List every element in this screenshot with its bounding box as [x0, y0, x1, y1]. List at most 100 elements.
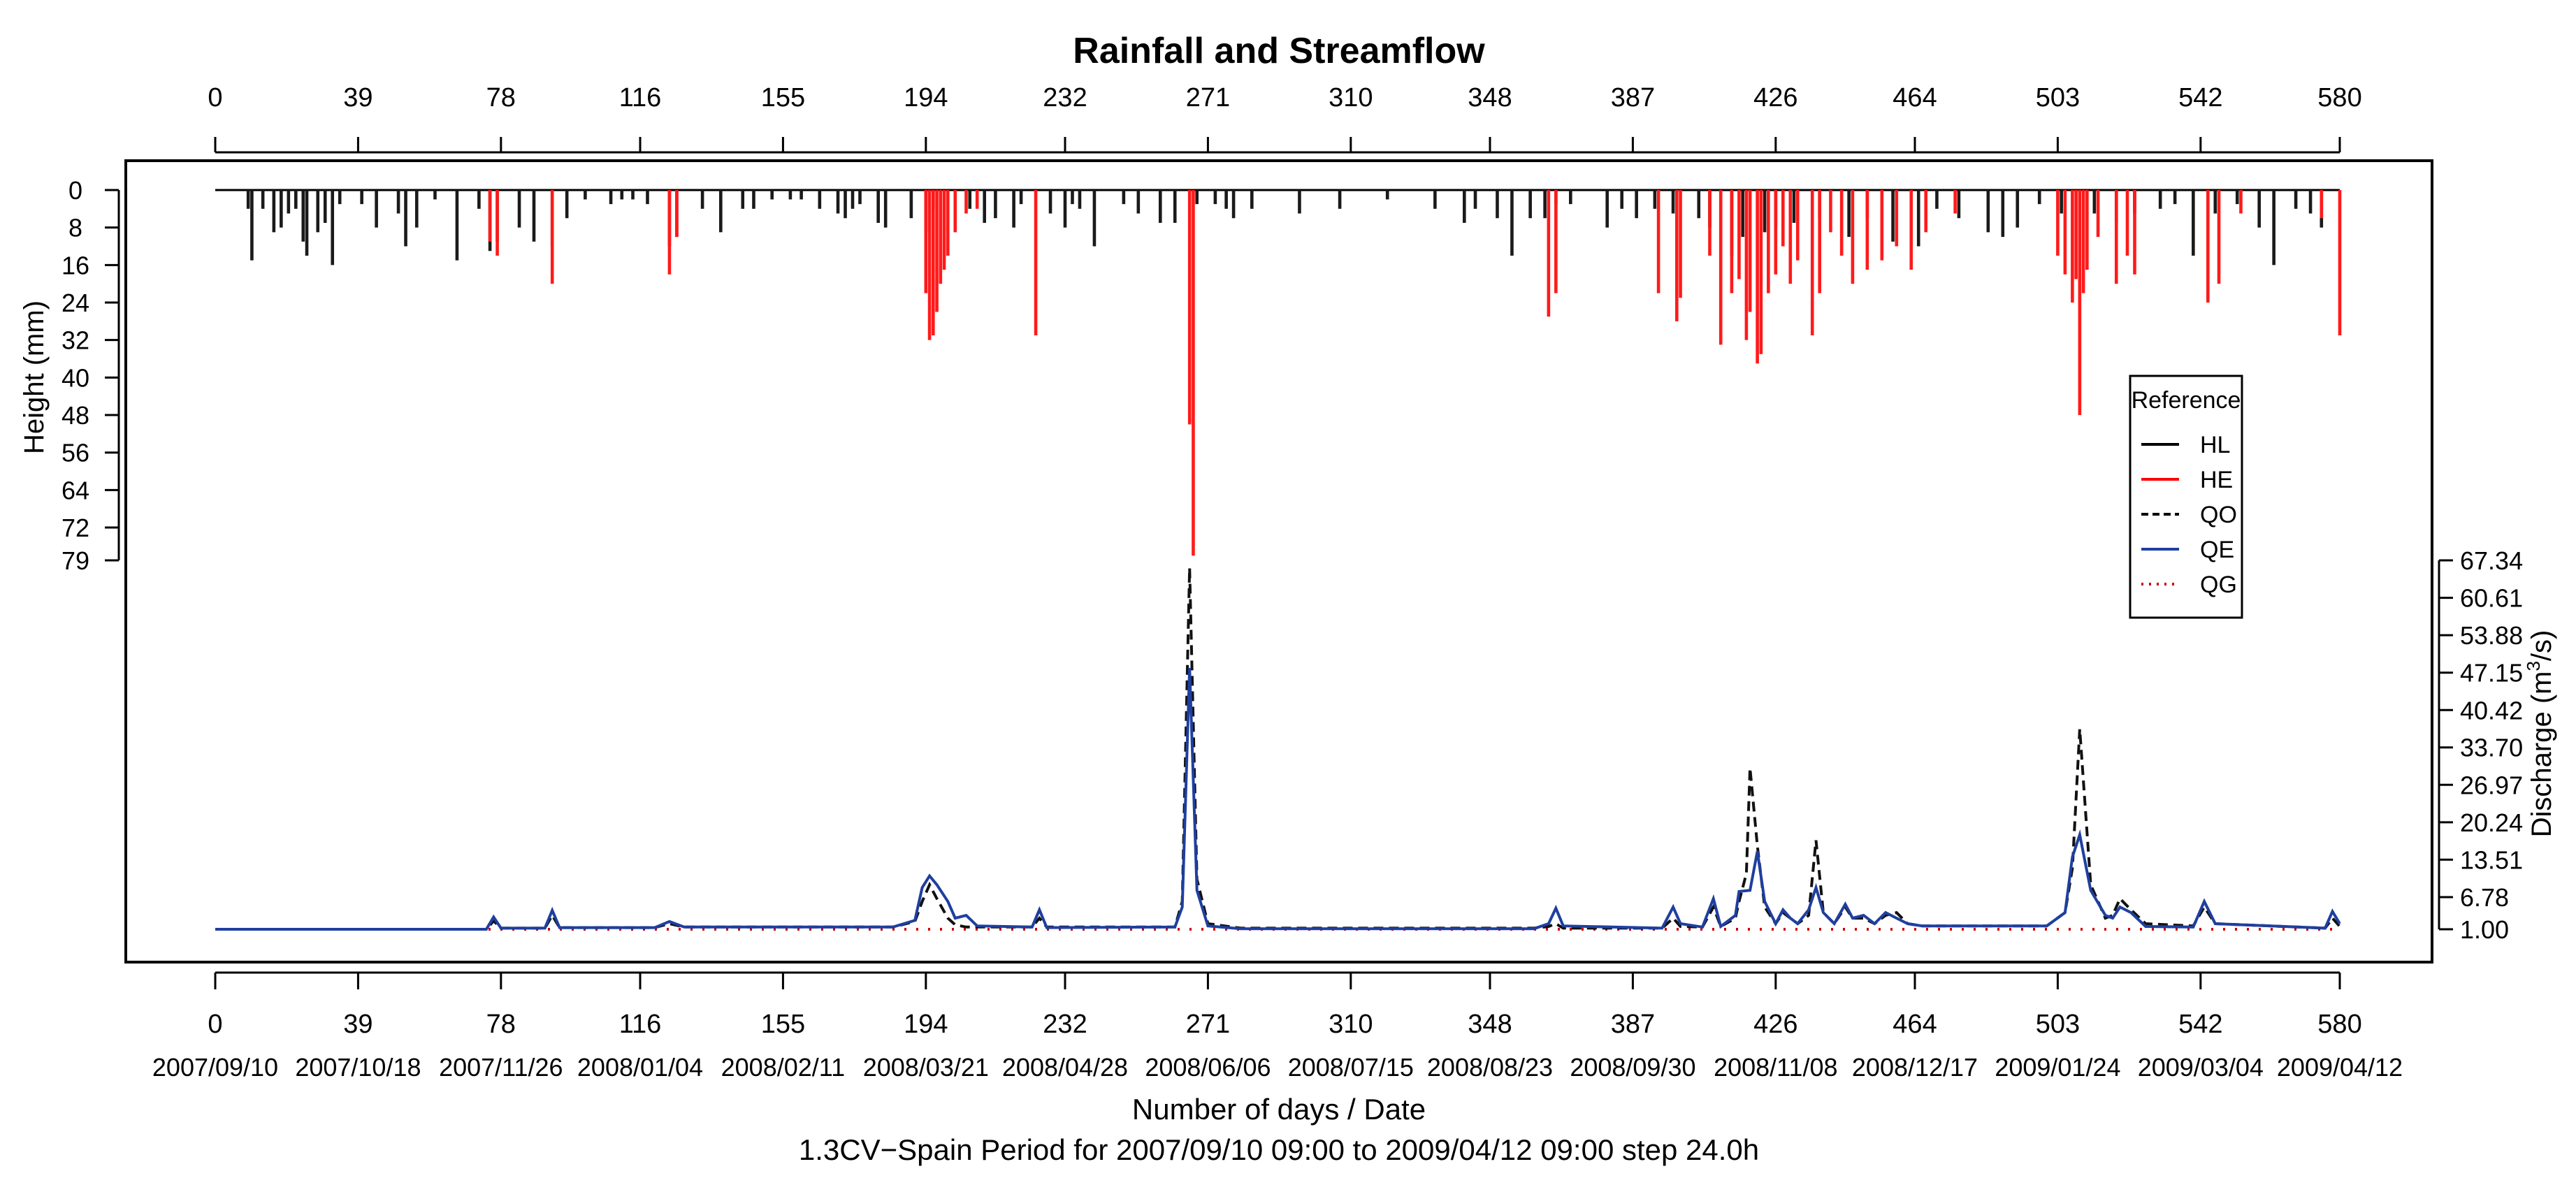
rain-bar-he: [924, 190, 928, 293]
rain-bar-hl: [1986, 190, 1990, 233]
rain-bar-he: [1788, 190, 1793, 284]
date-tick-label: 2007/09/10: [152, 1053, 278, 1082]
rain-tick-label: 24: [61, 289, 89, 317]
chart-caption: 1.3CV−Spain Period for 2007/09/10 09:00 …: [799, 1133, 1759, 1166]
date-tick-label: 2008/06/06: [1145, 1053, 1271, 1082]
top-x-tick-label: 39: [343, 83, 372, 112]
rain-bar-he: [2125, 190, 2129, 256]
rain-bar-he: [1744, 190, 1749, 340]
rain-bar-hl: [1071, 190, 1074, 205]
bottom-x-axis: 0 2007/09/10 39 2007/10/18 78 2007/11/26 116 20…: [152, 971, 2403, 1082]
rain-bar-he: [1880, 190, 1884, 261]
top-x-tick-label: 580: [2317, 83, 2361, 112]
rain-bar-hl: [404, 190, 407, 247]
rain-bar-hl: [1078, 190, 1082, 209]
rain-bar-he: [1909, 190, 1913, 270]
rain-bar-he: [1774, 190, 1778, 275]
rain-tick-label: 40: [61, 363, 89, 392]
discharge-tick-label: 33.70: [2460, 734, 2523, 762]
rain-bar-hl: [741, 190, 745, 209]
date-tick-label: 2007/10/18: [295, 1053, 421, 1082]
rain-bar-hl: [876, 190, 880, 223]
date-tick-label: 2009/03/04: [2138, 1053, 2264, 1082]
rain-bar-hl: [1063, 190, 1067, 228]
rain-bar-hl: [1298, 190, 1301, 214]
rain-bar-he: [1924, 190, 1928, 233]
rain-bar-hl: [2213, 190, 2217, 214]
rain-bar-hl: [584, 190, 587, 200]
rain-y-axis: 0 8 16 24 32 40 48 56 64 72 79: [61, 176, 120, 575]
date-tick-label: 2009/01/24: [1995, 1053, 2120, 1082]
date-tick-label: 2008/09/30: [1570, 1053, 1695, 1082]
rain-bar-hl: [316, 190, 320, 233]
rain-bar-hl: [752, 190, 755, 209]
top-x-tick-label: 0: [208, 83, 222, 112]
rain-bar-hl: [1019, 190, 1023, 205]
discharge-tick-label: 13.51: [2460, 845, 2523, 874]
rain-bar-he: [1547, 190, 1551, 317]
bottom-x-tick-label: 0: [208, 1010, 222, 1039]
rain-bar-he: [1781, 190, 1785, 247]
rain-bar-hl: [305, 190, 309, 256]
top-x-tick-label: 348: [1468, 83, 1512, 112]
rain-bar-hl: [1957, 190, 1961, 219]
top-x-tick-label: 78: [486, 83, 516, 112]
rain-bar-hl: [1763, 190, 1767, 233]
rain-bar-he: [1656, 190, 1660, 293]
date-tick-label: 2007/11/26: [439, 1053, 563, 1082]
rain-bar-hl: [1224, 190, 1228, 209]
date-tick-label: 2008/08/23: [1427, 1053, 1553, 1082]
rain-bar-hl: [1847, 190, 1851, 238]
rain-bar-hl: [414, 190, 419, 228]
rain-tick-label: 48: [61, 401, 89, 430]
rain-tick-label: 32: [61, 326, 89, 355]
rain-bar-he: [1748, 190, 1752, 312]
rain-bar-hl: [338, 190, 342, 205]
rain-bar-hl: [883, 190, 888, 228]
bottom-x-tick-label: 194: [904, 1010, 948, 1039]
rain-bar-he: [932, 190, 935, 335]
rain-bar-he: [1767, 190, 1770, 293]
legend-label-he: HE: [2200, 467, 2233, 493]
top-x-tick-label: 542: [2178, 83, 2222, 112]
rain-bar-hl: [1620, 190, 1623, 209]
bottom-x-tick-label: 310: [1329, 1010, 1373, 1039]
date-tick-label: 2008/07/15: [1288, 1053, 1414, 1082]
rain-bar-hl: [851, 190, 855, 209]
rain-bar-hl: [287, 190, 291, 214]
rain-bar-he: [946, 190, 950, 256]
rain-bar-he: [975, 190, 979, 209]
rain-bar-hl: [1158, 190, 1162, 223]
rain-bar-hl: [2308, 190, 2313, 214]
rain-bar-hl: [818, 190, 822, 209]
legend-title: Reference: [2132, 387, 2241, 414]
rain-bar-hl: [433, 190, 437, 200]
rain-tick-label: 56: [61, 439, 89, 467]
rain-bar-he: [2217, 190, 2221, 284]
rain-bar-he: [495, 190, 499, 256]
rain-bar-hl: [609, 190, 613, 205]
rain-bar-he: [2081, 190, 2085, 293]
bottom-x-tick-label: 116: [619, 1010, 662, 1039]
rain-bar-hl: [983, 190, 986, 223]
rain-bar-hl: [719, 190, 723, 233]
rain-bar-hl: [1433, 190, 1437, 209]
rain-bar-he: [2239, 190, 2243, 214]
chart-title: Rainfall and Streamflow: [1073, 31, 1485, 71]
rain-bar-he: [675, 190, 679, 238]
rain-bar-hl: [1569, 190, 1572, 205]
rain-bar-hl: [331, 190, 335, 266]
rain-bar-hl: [1463, 190, 1466, 223]
rain-bar-he: [2133, 190, 2136, 275]
right-y-axis-label: Discharge (m3/s): [2523, 630, 2557, 838]
rain-bar-hl: [517, 190, 521, 228]
bottom-x-tick-label: 271: [1186, 1010, 1230, 1039]
rain-tick-label: 0: [68, 176, 82, 205]
rain-bar-he: [488, 190, 492, 242]
rain-bar-hl: [858, 190, 862, 205]
top-x-tick-label: 426: [1753, 83, 1797, 112]
rain-bar-hl: [1741, 190, 1744, 238]
rain-bar-hl: [1250, 190, 1254, 209]
rain-bar-he: [2114, 190, 2118, 284]
